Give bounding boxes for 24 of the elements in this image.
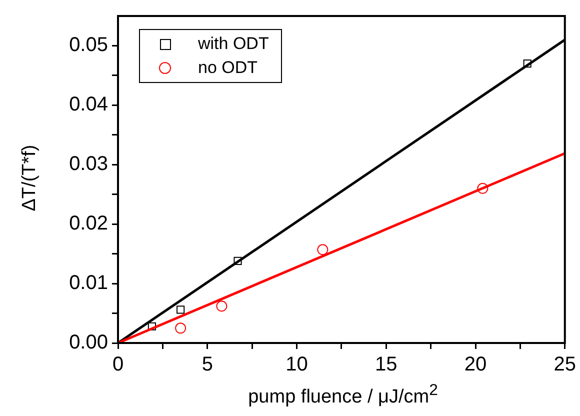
legend-label: with ODT xyxy=(198,34,269,54)
point xyxy=(176,306,185,314)
point xyxy=(216,300,228,312)
y-tick-label: 0.05 xyxy=(69,34,108,56)
y-tick-label: 0.02 xyxy=(69,212,108,235)
x-axis-title: pump fluence / μJ/cm$^{2}$ xyxy=(247,382,439,408)
y-tick-label: 0.01 xyxy=(69,272,108,294)
point xyxy=(317,244,328,256)
x-tick-label: 15 xyxy=(375,354,398,376)
point xyxy=(175,322,186,334)
y-tick-label: 0.00 xyxy=(69,332,108,354)
y-tick-label: 0.04 xyxy=(69,94,108,116)
y-axis-title: ΔT/(T*f) xyxy=(19,144,41,212)
point xyxy=(148,322,156,330)
y-tick-label: 0.03 xyxy=(69,153,108,176)
x-tick-label: 20 xyxy=(464,354,487,376)
x-tick-label: 5 xyxy=(202,354,213,376)
point xyxy=(477,182,488,194)
point xyxy=(523,60,532,68)
point xyxy=(234,256,242,265)
x-tick-label: 25 xyxy=(554,354,576,376)
x-tick-label: 0 xyxy=(112,354,124,376)
legend-label: no ODT xyxy=(198,58,258,78)
x-tick-label: 10 xyxy=(286,354,308,376)
